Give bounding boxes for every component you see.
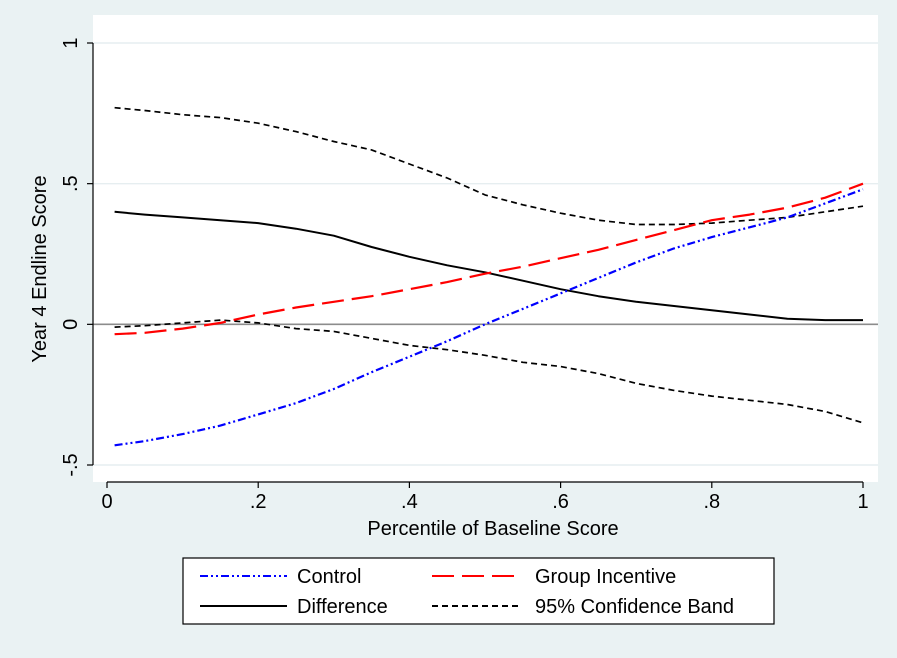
legend-label: Group Incentive xyxy=(535,566,676,588)
y-tick-label: -.5 xyxy=(60,453,82,476)
series-line-difference xyxy=(114,210,863,322)
legend-entry: Control xyxy=(200,566,361,588)
series-line-group-incentive xyxy=(114,182,864,336)
legend-items: Control Group Incentive Difference 95% Conf… xyxy=(200,566,734,618)
legend-label: 95% Confidence Band xyxy=(535,596,734,618)
legend-box xyxy=(182,557,775,625)
legend-entry: Group Incentive xyxy=(432,566,676,588)
x-tick-label: .6 xyxy=(552,491,569,513)
y-tick-label: 1 xyxy=(60,37,82,48)
x-tick-label: 1 xyxy=(857,491,868,513)
x-axis-label: Percentile of Baseline Score xyxy=(367,518,618,540)
series-lines xyxy=(114,106,864,447)
series-line-confidence-band-lower xyxy=(114,319,864,424)
series-line-95-confidence-band-upper xyxy=(114,106,864,226)
y-tick-label: .5 xyxy=(60,175,82,192)
x-tick-label: .8 xyxy=(703,491,720,513)
y-axis-label: Year 4 Endline Score xyxy=(29,175,51,362)
x-tick-label: .2 xyxy=(250,491,267,513)
y-tick-label: 0 xyxy=(60,319,82,330)
gridlines xyxy=(93,42,878,466)
axes: -.5 0 .5 1 0 .2 .4 .6 .8 1 xyxy=(60,37,869,513)
legend-entry: Difference xyxy=(200,596,388,618)
x-tick-label: 0 xyxy=(101,491,112,513)
legend: Control Group Incentive Difference 95% Conf… xyxy=(182,557,775,625)
plot-area xyxy=(93,15,878,482)
legend-label: Difference xyxy=(297,596,388,618)
legend-entry: 95% Confidence Band xyxy=(432,596,734,618)
x-tick-label: .4 xyxy=(401,491,418,513)
legend-label: Control xyxy=(297,566,361,588)
